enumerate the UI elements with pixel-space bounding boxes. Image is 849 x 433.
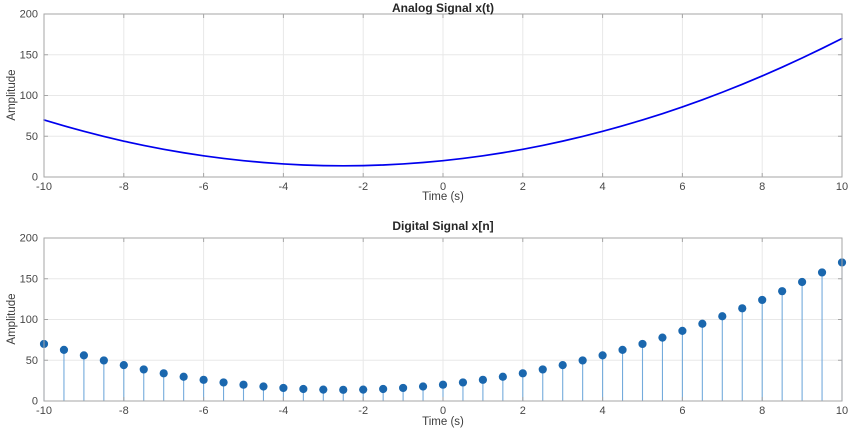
svg-text:0: 0 <box>32 172 38 184</box>
svg-text:10: 10 <box>836 181 848 193</box>
svg-text:200: 200 <box>20 9 38 21</box>
svg-text:-4: -4 <box>279 181 289 193</box>
svg-text:-8: -8 <box>119 405 129 417</box>
svg-text:-10: -10 <box>36 181 52 193</box>
analog-chart-title: Analog Signal x(t) <box>392 1 494 15</box>
svg-text:150: 150 <box>20 49 38 61</box>
svg-text:4: 4 <box>600 181 606 193</box>
svg-text:-10: -10 <box>36 405 52 417</box>
svg-text:4: 4 <box>600 405 606 417</box>
svg-text:-8: -8 <box>119 181 129 193</box>
svg-text:0: 0 <box>32 396 38 408</box>
svg-text:100: 100 <box>20 314 38 326</box>
svg-text:0: 0 <box>440 181 446 193</box>
svg-text:-4: -4 <box>279 405 289 417</box>
svg-text:-2: -2 <box>358 405 368 417</box>
svg-text:50: 50 <box>26 355 38 367</box>
svg-text:6: 6 <box>679 181 685 193</box>
svg-text:50: 50 <box>26 131 38 143</box>
svg-text:-2: -2 <box>358 181 368 193</box>
digital-chart-title: Digital Signal x[n] <box>392 219 494 233</box>
svg-text:-6: -6 <box>199 181 209 193</box>
svg-text:0: 0 <box>440 405 446 417</box>
svg-text:8: 8 <box>759 405 765 417</box>
svg-text:8: 8 <box>759 181 765 193</box>
svg-text:2: 2 <box>520 405 526 417</box>
svg-text:200: 200 <box>20 233 38 245</box>
digital-x-axis-label: Time (s) <box>422 416 464 428</box>
svg-text:10: 10 <box>836 405 848 417</box>
svg-text:6: 6 <box>679 405 685 417</box>
svg-text:2: 2 <box>520 181 526 193</box>
svg-text:-6: -6 <box>199 405 209 417</box>
svg-text:100: 100 <box>20 90 38 102</box>
analog-x-axis-label: Time (s) <box>422 191 464 203</box>
svg-text:150: 150 <box>20 273 38 285</box>
